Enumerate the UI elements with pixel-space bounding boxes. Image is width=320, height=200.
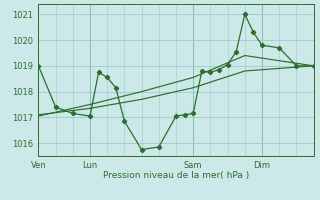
X-axis label: Pression niveau de la mer( hPa ): Pression niveau de la mer( hPa ) [103,171,249,180]
